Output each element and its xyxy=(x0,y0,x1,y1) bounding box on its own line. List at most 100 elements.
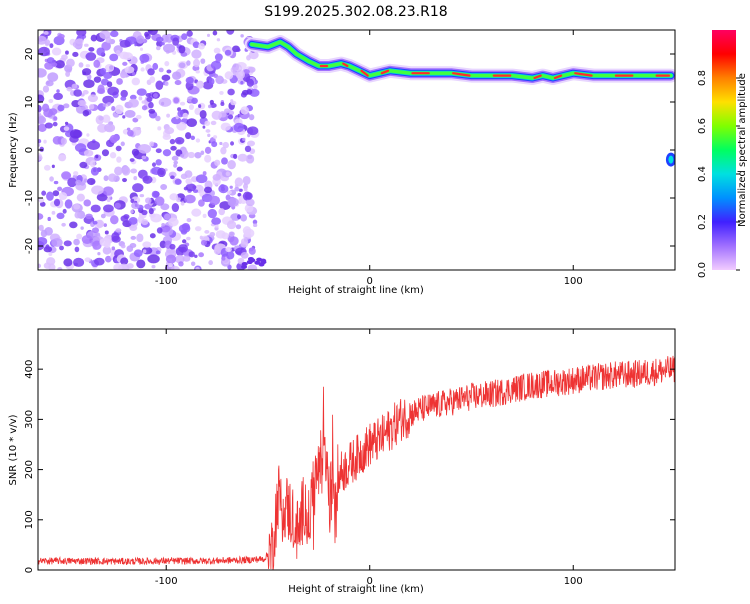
noise-blob xyxy=(142,175,153,184)
noise-blob xyxy=(56,212,65,220)
noise-blob xyxy=(154,196,165,206)
y-tick-label: 0 xyxy=(24,147,35,153)
noise-blob xyxy=(120,89,128,98)
noise-blob xyxy=(169,193,179,201)
ridge-peak xyxy=(553,74,563,80)
noise-blob xyxy=(85,64,91,68)
y-tick-label: 300 xyxy=(24,410,35,429)
noise-blob xyxy=(114,202,121,209)
noise-blob xyxy=(161,223,166,227)
noise-blob xyxy=(122,177,127,183)
noise-blob xyxy=(174,137,185,145)
noise-blob xyxy=(163,43,176,53)
noise-blob xyxy=(72,40,83,49)
noise-blob xyxy=(114,166,123,176)
noise-blob xyxy=(45,244,50,250)
noise-blob xyxy=(120,215,129,222)
noise-blob xyxy=(204,120,211,126)
noise-blob xyxy=(238,188,243,192)
noise-blob xyxy=(119,39,131,48)
noise-blob xyxy=(100,213,106,219)
noise-blob xyxy=(170,145,177,151)
y-tick-label: 20 xyxy=(24,48,35,61)
noise-blob xyxy=(195,70,200,74)
noise-blob xyxy=(128,216,138,225)
x-tick-label: -100 xyxy=(155,576,178,587)
snr-series-line xyxy=(38,355,675,570)
noise-blob xyxy=(128,98,139,108)
noise-blob xyxy=(234,186,240,192)
noise-blob xyxy=(242,137,246,142)
noise-blob xyxy=(76,193,85,202)
noise-blob xyxy=(93,59,101,68)
noise-blob xyxy=(198,43,206,50)
noise-blob xyxy=(83,43,89,47)
noise-blob xyxy=(213,246,221,255)
noise-blob xyxy=(225,171,231,177)
noise-blob xyxy=(241,261,248,266)
noise-blob xyxy=(171,155,179,161)
noise-blob xyxy=(248,247,254,252)
noise-blob xyxy=(179,153,185,158)
noise-blob xyxy=(109,152,117,159)
noise-blob xyxy=(194,107,201,115)
noise-blob xyxy=(242,226,252,236)
y-tick-label: 0 xyxy=(24,567,35,573)
noise-blob xyxy=(83,149,94,157)
noise-blob xyxy=(216,38,221,42)
noise-blob xyxy=(73,238,80,246)
noise-blob xyxy=(194,226,202,232)
noise-blob xyxy=(203,186,213,194)
noise-blob xyxy=(229,185,233,189)
noise-blob xyxy=(208,260,213,266)
noise-blob xyxy=(136,88,147,96)
noise-blob xyxy=(139,194,145,198)
noise-blob xyxy=(95,154,99,159)
noise-blob xyxy=(146,96,153,102)
noise-blob xyxy=(149,213,156,218)
noise-blob xyxy=(157,126,162,131)
noise-blob xyxy=(164,213,171,220)
snr-x-ticks: -100 0 100 xyxy=(155,329,583,587)
noise-blob xyxy=(93,76,102,83)
noise-blob xyxy=(246,126,259,136)
ridge-peak xyxy=(574,72,593,77)
noise-blob xyxy=(213,47,221,54)
noise-blob xyxy=(212,173,221,181)
spectrogram-x-label: Height of straight line (km) xyxy=(288,285,424,296)
noise-blob xyxy=(93,257,105,266)
noise-blob xyxy=(147,68,155,76)
noise-blob xyxy=(103,175,109,182)
noise-blob xyxy=(160,224,171,233)
noise-blob xyxy=(246,88,253,95)
noise-blob xyxy=(47,72,59,82)
noise-blob xyxy=(43,31,49,35)
noise-blob xyxy=(185,76,194,84)
noise-blob xyxy=(226,250,235,260)
noise-blob xyxy=(110,215,119,225)
noise-blob xyxy=(172,71,182,80)
noise-blob xyxy=(38,46,50,57)
noise-blob xyxy=(236,214,241,220)
noise-blob xyxy=(131,77,141,86)
noise-blob xyxy=(51,238,63,247)
noise-blob xyxy=(171,116,182,125)
noise-blob xyxy=(79,161,88,169)
noise-blob xyxy=(227,114,234,120)
noise-blob xyxy=(185,183,197,192)
noise-blob xyxy=(253,223,258,228)
noise-blob xyxy=(38,138,42,144)
noise-blob xyxy=(166,69,172,74)
noise-blob xyxy=(119,71,127,79)
noise-blob xyxy=(182,255,191,262)
noise-blob xyxy=(155,250,161,255)
noise-blob xyxy=(220,146,227,155)
noise-blob xyxy=(72,51,79,58)
noise-blob xyxy=(188,251,195,258)
noise-blob xyxy=(64,199,73,209)
snr-frame xyxy=(37,328,676,571)
noise-blob xyxy=(69,129,82,139)
noise-blob xyxy=(132,117,139,123)
noise-blob xyxy=(38,123,47,132)
noise-blob xyxy=(49,108,58,115)
